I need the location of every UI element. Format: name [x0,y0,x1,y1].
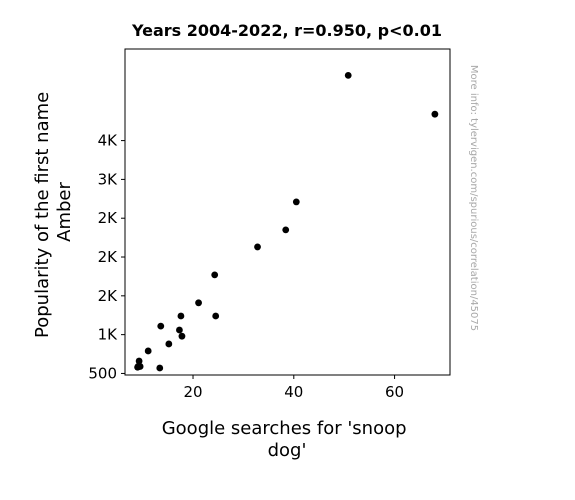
y-axis-ticks: 500 1K 2K 2K 2K 3K 4K [88,132,125,382]
scatter-points [134,71,439,372]
y-axis-label-line-1: Popularity of the first name [32,92,53,338]
data-point [254,243,261,251]
source-watermark: More info: tylervigen.com/spurious/corre… [468,65,479,331]
x-tick-label: 20 [183,383,202,401]
y-axis-label: Popularity of the first name Amber [32,86,75,338]
x-axis-label-line-2: dog' [268,440,307,461]
data-point [157,322,165,330]
data-point [212,312,220,320]
y-tick-label: 1K [98,326,119,344]
data-point [176,326,183,334]
x-axis-label: Google searches for 'snoop dog' [162,418,413,461]
chart-title: Years 2004-2022, r=0.950, p<0.01 [131,21,442,40]
data-point [135,357,143,365]
plot-area-frame [124,48,451,376]
y-tick-label: 2K [98,209,119,227]
x-axis-ticks: 20 40 60 [183,375,404,401]
y-tick-label: 4K [98,132,119,150]
y-axis-label-line-2: Amber [54,182,75,242]
x-tick-label: 60 [385,383,404,401]
data-point [144,347,152,355]
data-point [431,110,439,118]
y-tick-label: 3K [98,170,119,188]
x-tick-label: 40 [284,383,303,401]
data-point [177,312,185,320]
data-point [156,364,164,372]
y-tick-label: 2K [98,287,119,305]
data-point [195,299,202,307]
data-point [178,332,186,340]
data-point [165,340,173,348]
data-point [292,198,300,206]
data-point [211,271,219,279]
y-tick-label: 500 [88,364,117,382]
data-point [134,363,141,371]
x-axis-label-line-1: Google searches for 'snoop [162,418,407,439]
data-point [344,71,352,79]
y-tick-label: 2K [98,248,119,266]
data-point [282,226,290,234]
